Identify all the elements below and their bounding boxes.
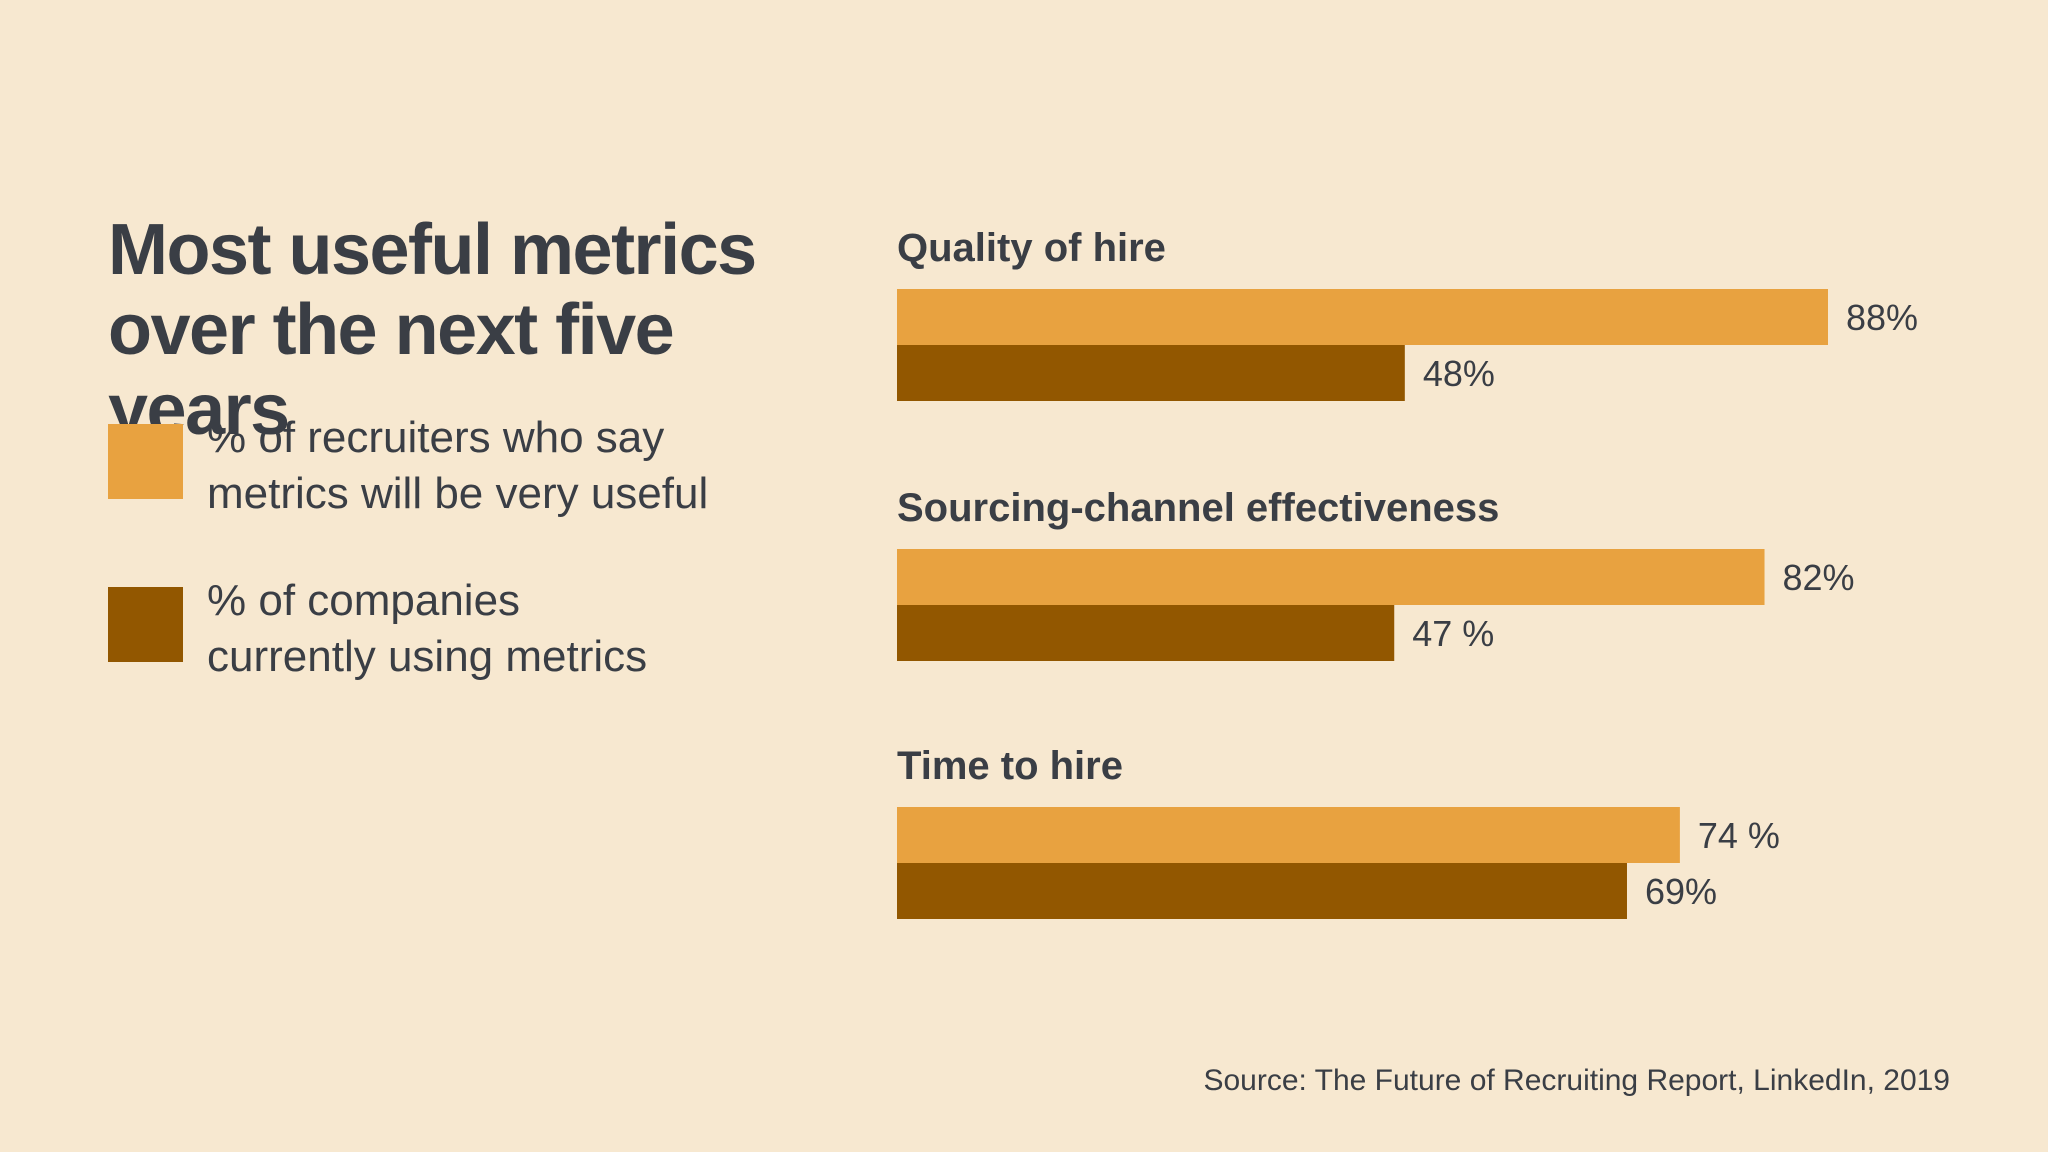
- bar-time-to-hire-series-1: [897, 807, 1680, 863]
- legend-label-companies: % of companies currently using metrics: [207, 573, 647, 685]
- chart-title: Most useful metrics over the next five y…: [108, 210, 828, 450]
- source-note: Source: The Future of Recruiting Report,…: [1203, 1064, 1950, 1097]
- legend-swatch-companies: [108, 587, 183, 662]
- category-label-sourcing-channel-effectiveness: Sourcing-channel effectiveness: [897, 486, 1499, 530]
- legend-label-companies-line-2: currently using metrics: [207, 632, 648, 681]
- category-label-time-to-hire: Time to hire: [897, 744, 1123, 788]
- value-label-quality-of-hire-series-1: 88%: [1846, 297, 1918, 338]
- value-label-sourcing-channel-effectiveness-series-2: 47 %: [1412, 613, 1494, 654]
- value-label-quality-of-hire-series-2: 48%: [1423, 353, 1495, 394]
- bar-sourcing-channel-effectiveness-series-1: [897, 549, 1765, 605]
- category-label-quality-of-hire: Quality of hire: [897, 226, 1166, 270]
- chart-title-line-2: over the next five years: [108, 290, 675, 450]
- value-label-time-to-hire-series-1: 74 %: [1698, 815, 1780, 856]
- value-label-time-to-hire-series-2: 69%: [1645, 871, 1717, 912]
- legend-label-companies-line-1: % of companies: [207, 576, 521, 625]
- bar-quality-of-hire-series-2: [897, 345, 1405, 401]
- legend-label-recruiters-line-2: metrics will be very useful: [207, 469, 709, 518]
- value-label-sourcing-channel-effectiveness-series-1: 82%: [1783, 557, 1855, 598]
- chart-title-line-1: Most useful metrics: [108, 210, 757, 290]
- bar-quality-of-hire-series-1: [897, 289, 1828, 345]
- legend-label-recruiters-line-1: % of recruiters who say: [207, 413, 665, 462]
- legend-swatch-recruiters: [108, 424, 183, 499]
- bar-sourcing-channel-effectiveness-series-2: [897, 605, 1395, 661]
- legend-label-recruiters: % of recruiters who say metrics will be …: [207, 410, 708, 522]
- bar-time-to-hire-series-2: [897, 863, 1627, 919]
